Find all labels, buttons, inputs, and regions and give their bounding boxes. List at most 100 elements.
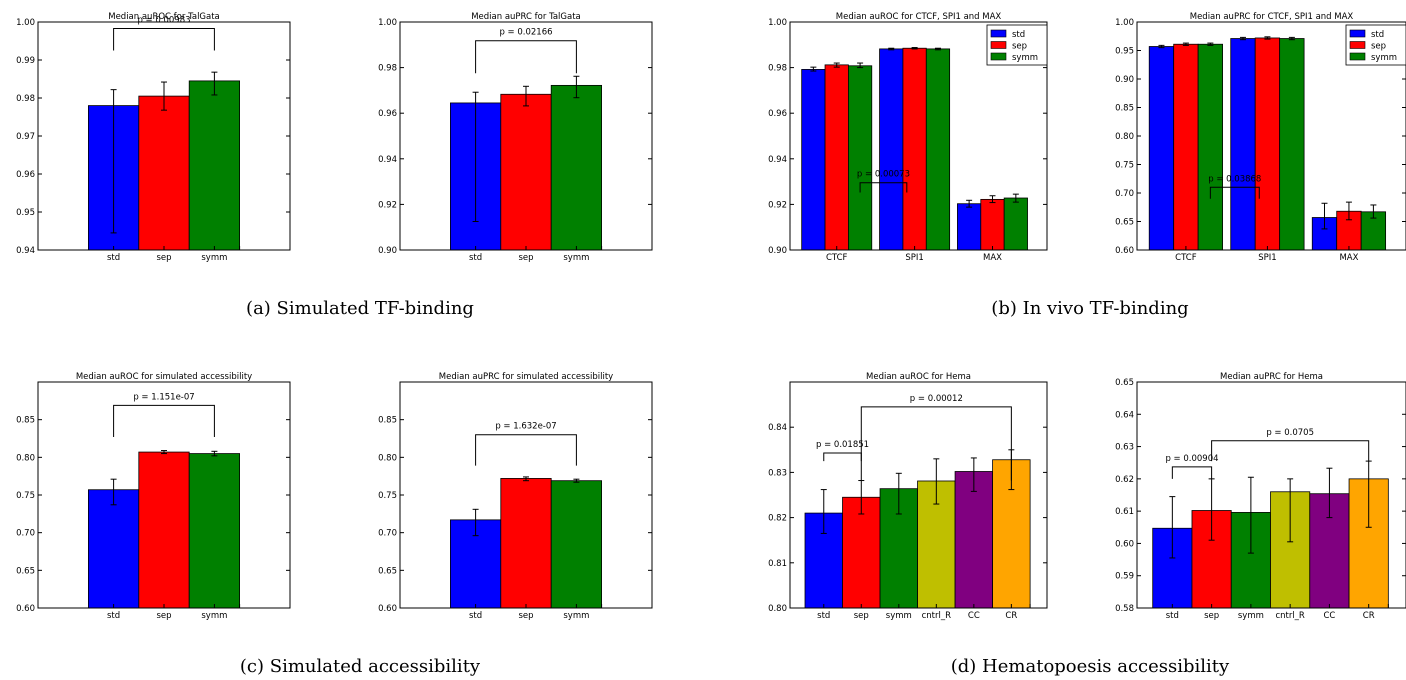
chart-title: Median auPRC for CTCF, SPI1 and MAX <box>1190 12 1354 22</box>
error-bar-sep-MAX <box>989 195 996 204</box>
y-tick-label: 0.63 <box>1115 443 1134 453</box>
y-tick-label: 0.70 <box>16 529 35 539</box>
x-tick-label-sep: sep <box>156 611 171 621</box>
bar-symm-CTCF <box>848 65 873 251</box>
chart-auroc-simulated-accessibility: p = 1.151e-07 0.60 0.65 0.70 0.75 0.80 0.85 std… <box>16 372 291 621</box>
y-tick-label: 0.92 <box>378 200 397 210</box>
x-tick-label-CR: CR <box>1363 611 1375 621</box>
caption-b: (b) In vivo TF-binding <box>991 298 1189 319</box>
bar-sep-CTCF <box>1173 43 1199 251</box>
x-tick-label-std: std <box>107 253 120 263</box>
x-tick-label-CC: CC <box>1323 611 1335 621</box>
bar-std <box>88 489 140 609</box>
bar-std-MAX <box>957 203 982 251</box>
bar-sep <box>138 95 190 251</box>
error-bar-sep <box>523 476 529 482</box>
y-tick-label: 0.75 <box>16 491 35 501</box>
error-bar-sep-SPI1 <box>1264 36 1271 40</box>
caption-d: (d) Hematopoesis accessibility <box>950 656 1230 677</box>
bar-CC <box>954 471 993 609</box>
y-tick-label: 0.85 <box>16 416 35 426</box>
x-tick-label-MAX: MAX <box>1339 253 1358 263</box>
error-bar-cntrl_R <box>933 458 940 505</box>
pvalue-bracket-0 <box>475 40 577 74</box>
pvalue-bracket-0 <box>475 434 577 466</box>
error-bar-sep-SPI1 <box>911 47 918 50</box>
error-bar-symm-MAX <box>1012 193 1019 203</box>
x-tick-label-std: std <box>817 611 830 621</box>
error-bar-symm <box>1247 476 1254 554</box>
chart-auprc-talgata: p = 0.02166 0.90 0.92 0.94 0.96 0.98 1.00 std se… <box>378 12 653 263</box>
y-tick-label: 0.65 <box>1115 378 1134 388</box>
bar-std-SPI1 <box>879 48 904 251</box>
chart-title: Median auPRC for simulated accessibility <box>439 372 613 382</box>
legend-label-std: std <box>1371 30 1384 40</box>
y-tick-label: 0.65 <box>16 566 35 576</box>
pvalue-bracket-0 <box>113 404 215 437</box>
y-tick-label: 0.80 <box>16 453 35 463</box>
legend-label-sep: sep <box>1012 42 1027 52</box>
x-tick-label-cntrl_R: cntrl_R <box>922 611 951 621</box>
y-tick-label: 0.75 <box>378 491 397 501</box>
y-tick-label: 0.61 <box>1115 507 1134 517</box>
legend-label-std: std <box>1012 30 1025 40</box>
y-tick-label: 0.94 <box>768 155 787 165</box>
bar-symm-SPI1 <box>1279 38 1305 251</box>
bar-symm-SPI1 <box>925 48 951 251</box>
y-tick-label: 0.60 <box>1115 246 1134 256</box>
error-bar-std <box>1169 496 1176 559</box>
x-tick-label-MAX: MAX <box>983 253 1002 263</box>
legend-label-symm: symm <box>1012 53 1038 63</box>
y-tick-label: 1.00 <box>16 18 35 28</box>
pvalue-bracket-1 <box>1211 440 1370 462</box>
x-tick-label-symm: symm <box>563 253 589 263</box>
pvalue-bracket-1 <box>860 406 1012 481</box>
legend-swatch-std <box>990 29 1007 38</box>
pvalue-label-1: p = 0.00012 <box>910 394 963 404</box>
y-tick-label: 0.60 <box>16 604 35 614</box>
error-bar-sep-CTCF <box>1182 42 1189 46</box>
chart-auroc-hema: p = 0.01851 p = 0.00012 0.80 0.81 0.82 0.83 0.… <box>768 372 1048 621</box>
chart-title: Median auROC for CTCF, SPI1 and MAX <box>836 12 1002 22</box>
chart-auroc-ctcf-spi1-max: p = 0.00073 0.90 0.92 0.94 0.96 0.98 1.00 CTCF S… <box>768 12 1048 263</box>
y-tick-label: 0.98 <box>16 94 35 104</box>
error-bar-symm <box>895 472 902 515</box>
y-tick-label: 0.92 <box>768 200 787 210</box>
y-tick-label: 0.70 <box>1115 189 1134 199</box>
x-tick-label-CTCF: CTCF <box>1175 253 1197 263</box>
pvalue-label-0: p = 0.03868 <box>1208 174 1261 184</box>
error-bar-sep <box>1208 478 1215 541</box>
y-tick-label: 0.95 <box>16 208 35 218</box>
error-bar-sep-CTCF <box>833 62 840 68</box>
bar-symm <box>188 453 240 609</box>
y-tick-label: 0.99 <box>16 56 35 66</box>
x-tick-label-sep: sep <box>518 611 533 621</box>
caption-c: (c) Simulated accessibility <box>239 656 481 677</box>
error-bar-std-MAX <box>1321 202 1328 230</box>
chart-title: Median auROC for TalGata <box>108 12 220 22</box>
bar-sep-MAX <box>980 198 1005 251</box>
error-bar-cntrl_R <box>1287 478 1294 543</box>
y-tick-label: 0.85 <box>1115 104 1134 114</box>
pvalue-bracket-0 <box>113 27 215 51</box>
y-tick-label: 0.85 <box>378 416 397 426</box>
error-bar-symm-CTCF <box>857 62 864 69</box>
error-bar-std <box>472 91 479 222</box>
error-bar-symm-CTCF <box>1207 42 1214 46</box>
error-bar-sep <box>523 85 529 107</box>
chart-title: Median auROC for Hema <box>866 372 971 382</box>
y-tick-label: 1.00 <box>768 18 787 28</box>
bar-symm <box>188 80 240 251</box>
y-tick-label: 0.59 <box>1115 572 1134 582</box>
error-bar-sep <box>161 81 167 111</box>
y-tick-label: 0.98 <box>768 64 787 74</box>
legend-label-sep: sep <box>1371 42 1386 52</box>
pvalue-label-0: p = 1.151e-07 <box>133 392 194 402</box>
x-tick-label-SPI1: SPI1 <box>905 253 923 263</box>
legend-swatch-sep <box>1349 41 1366 49</box>
error-bar-std <box>820 489 827 534</box>
error-bar-symm-SPI1 <box>934 47 941 51</box>
y-tick-label: 0.64 <box>1115 410 1134 420</box>
error-bar-symm <box>573 478 580 483</box>
